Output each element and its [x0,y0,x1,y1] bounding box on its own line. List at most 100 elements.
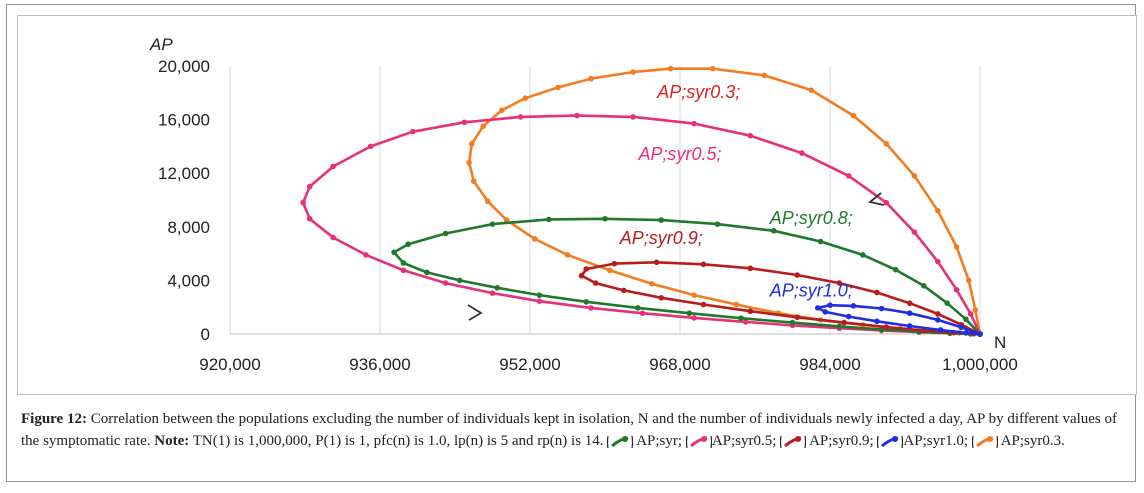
series-point [944,300,950,306]
series-point [480,123,486,130]
series-point [878,305,885,312]
series-point [545,216,552,223]
series-point [817,238,824,245]
series-point [606,267,613,274]
x-axis-label: N [994,333,1006,352]
series-point [588,305,594,311]
series-point [574,112,580,119]
series-point [424,269,430,276]
series-point [578,272,585,279]
series-point [742,319,749,325]
series-point [911,229,918,235]
series-point [935,311,941,317]
series-point [405,241,411,248]
legend-swatch-icon [607,435,634,448]
series-point [700,301,707,308]
series-point [958,324,965,331]
series-point [522,95,529,101]
series-annotation: AP;syr0.8; [769,208,853,228]
series-point [794,272,800,278]
series-point [794,314,800,321]
series-point [536,292,543,298]
series-line [467,67,982,336]
series-point [841,319,847,326]
x-tick-label: 920,000 [199,355,260,374]
caption-key-label: AP;syr0.5; [711,433,777,449]
series-point [691,292,697,298]
series-point [691,120,697,127]
direction-arrow [467,304,483,321]
series-point [461,119,468,126]
series-point [953,244,960,250]
series-point [935,317,941,323]
series-point [845,173,852,179]
series-point [963,316,969,323]
y-tick-label: 8,000 [167,218,210,237]
series-point [874,289,880,296]
y-tick-label: 16,000 [158,111,210,130]
series-point [466,159,472,166]
series-point [911,173,918,179]
y-tick-label: 4,000 [167,271,210,290]
caption-key: AP;syr0.9; [776,433,874,449]
series-point [747,265,754,272]
series-annotation: AP;syr0.3; [656,82,740,102]
series-point [710,65,716,72]
series-point [892,266,899,273]
series-point [747,308,754,315]
series-point [770,228,777,234]
series-point [564,252,571,258]
series-point [400,267,407,274]
series-point [808,87,815,93]
series-point [850,303,857,309]
series-annotation: AP;syr1.0; [769,280,853,300]
series-point [883,140,890,147]
caption-key: AP;syr0.3. [968,433,1065,449]
series-point [733,301,740,308]
series-point [967,311,974,317]
series-point [456,277,463,284]
series-point [860,252,866,258]
caption-label: Figure 12: [21,411,87,427]
series-point [653,259,660,266]
series-point [836,323,843,330]
series-point [499,107,505,114]
series-point [691,315,697,321]
y-tick-label: 12,000 [158,164,210,183]
series-point [799,150,805,156]
figure-frame: 0 4,000 8,000 12,000 16,000 20,000 920,000 936,… [6,4,1137,482]
caption-key-label: AP;syr0.9; [806,433,874,449]
series-point [883,324,890,330]
series-point [836,280,843,286]
y-tick-label: 0 [201,325,210,344]
series-point [630,114,636,120]
series-point [611,260,618,267]
series-point [935,207,941,214]
caption-note-label: Note: [154,433,190,449]
series-point [330,234,336,241]
series-point [442,280,449,286]
series-point [588,75,594,82]
y-tick-label: 20,000 [158,57,210,76]
caption-key-label: AP;syr; [633,433,683,449]
series-point [965,277,972,284]
series-point [906,300,913,306]
y-axis-label: AP [149,35,173,54]
series-point [977,331,983,337]
series-point [489,290,496,296]
series-point [592,280,599,286]
series-point [953,286,960,293]
series-point [920,282,927,289]
series-point [630,69,636,75]
series-point [583,266,590,272]
caption-key-label: AP;syr0.3. [997,433,1065,449]
ap-vs-n-chart: 0 4,000 8,000 12,000 16,000 20,000 920,000 936,… [149,35,1018,374]
chart-area: 0 4,000 8,000 12,000 16,000 20,000 920,000 936,… [17,15,1137,395]
series-point [815,305,821,311]
series-point [738,315,744,321]
series-point [602,215,608,222]
series-point [367,143,374,150]
series-point [686,310,693,317]
series-point [489,221,496,227]
series-line [392,217,981,336]
